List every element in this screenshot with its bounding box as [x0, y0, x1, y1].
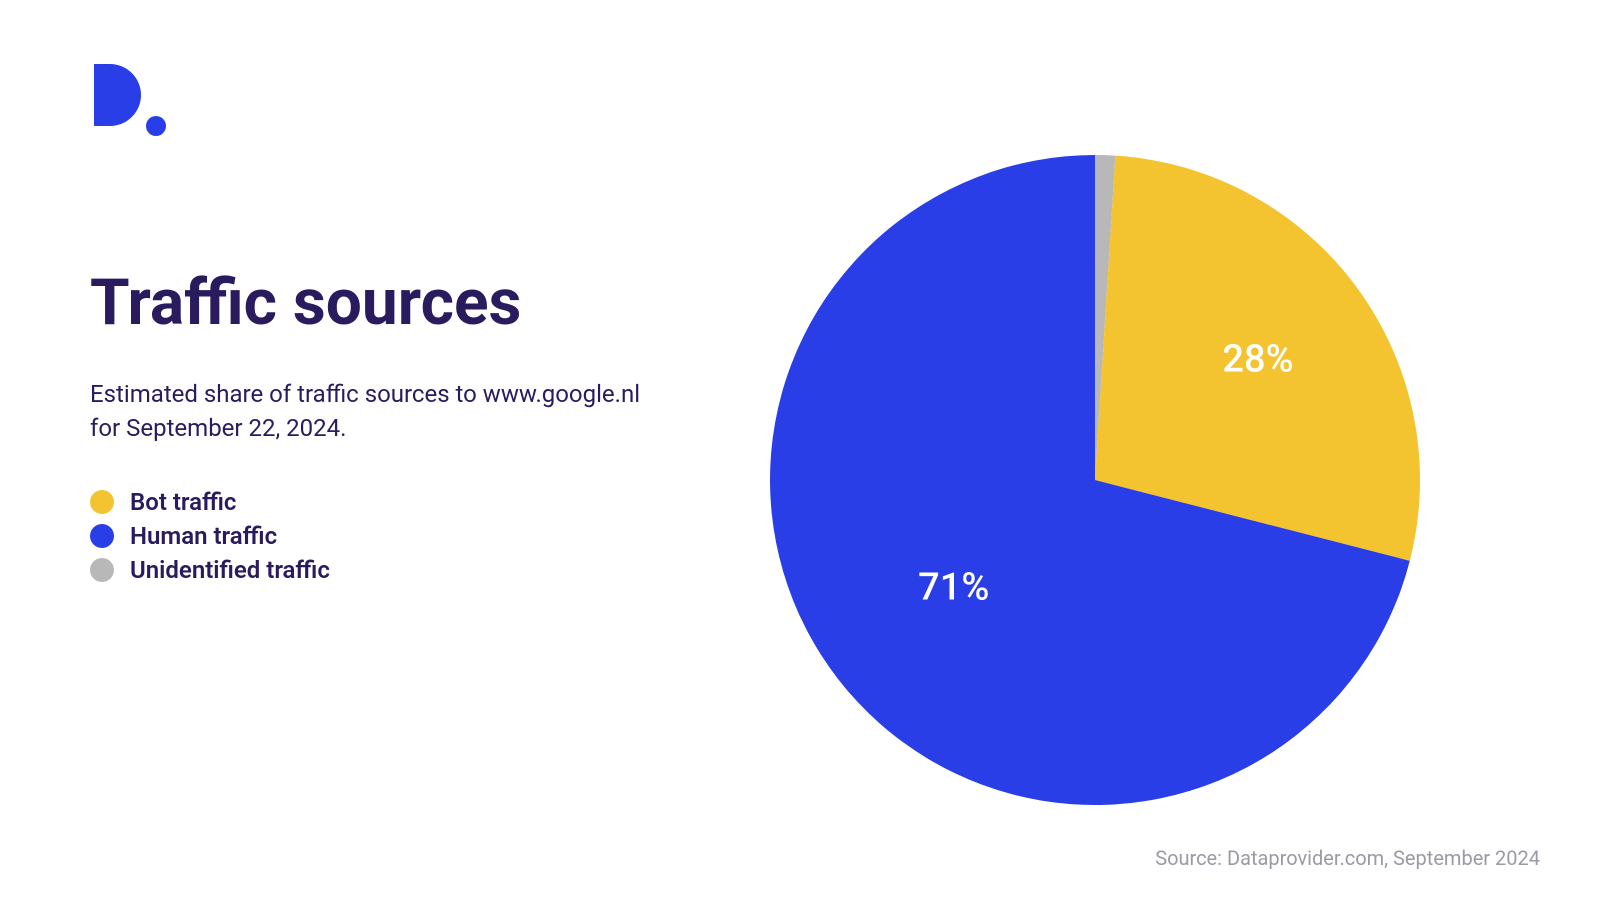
legend-item: Human traffic [90, 522, 330, 550]
legend-item: Unidentified traffic [90, 556, 330, 584]
legend-label: Bot traffic [130, 488, 236, 516]
pie-slice-label: 28% [1222, 338, 1293, 382]
chart-title: Traffic sources [90, 265, 521, 340]
chart-legend: Bot traffic Human traffic Unidentified tra… [90, 488, 330, 590]
pie-chart: 28% 71% [740, 155, 1460, 819]
legend-swatch [90, 490, 114, 514]
chart-subtitle: Estimated share of traffic sources to ww… [90, 378, 660, 445]
legend-label: Human traffic [130, 522, 277, 550]
brand-logo [90, 60, 180, 144]
legend-item: Bot traffic [90, 488, 330, 516]
legend-swatch [90, 558, 114, 582]
legend-swatch [90, 524, 114, 548]
pie-slice-label: 71% [918, 566, 989, 610]
source-attribution: Source: Dataprovider.com, September 2024 [1155, 846, 1540, 870]
legend-label: Unidentified traffic [130, 556, 330, 584]
